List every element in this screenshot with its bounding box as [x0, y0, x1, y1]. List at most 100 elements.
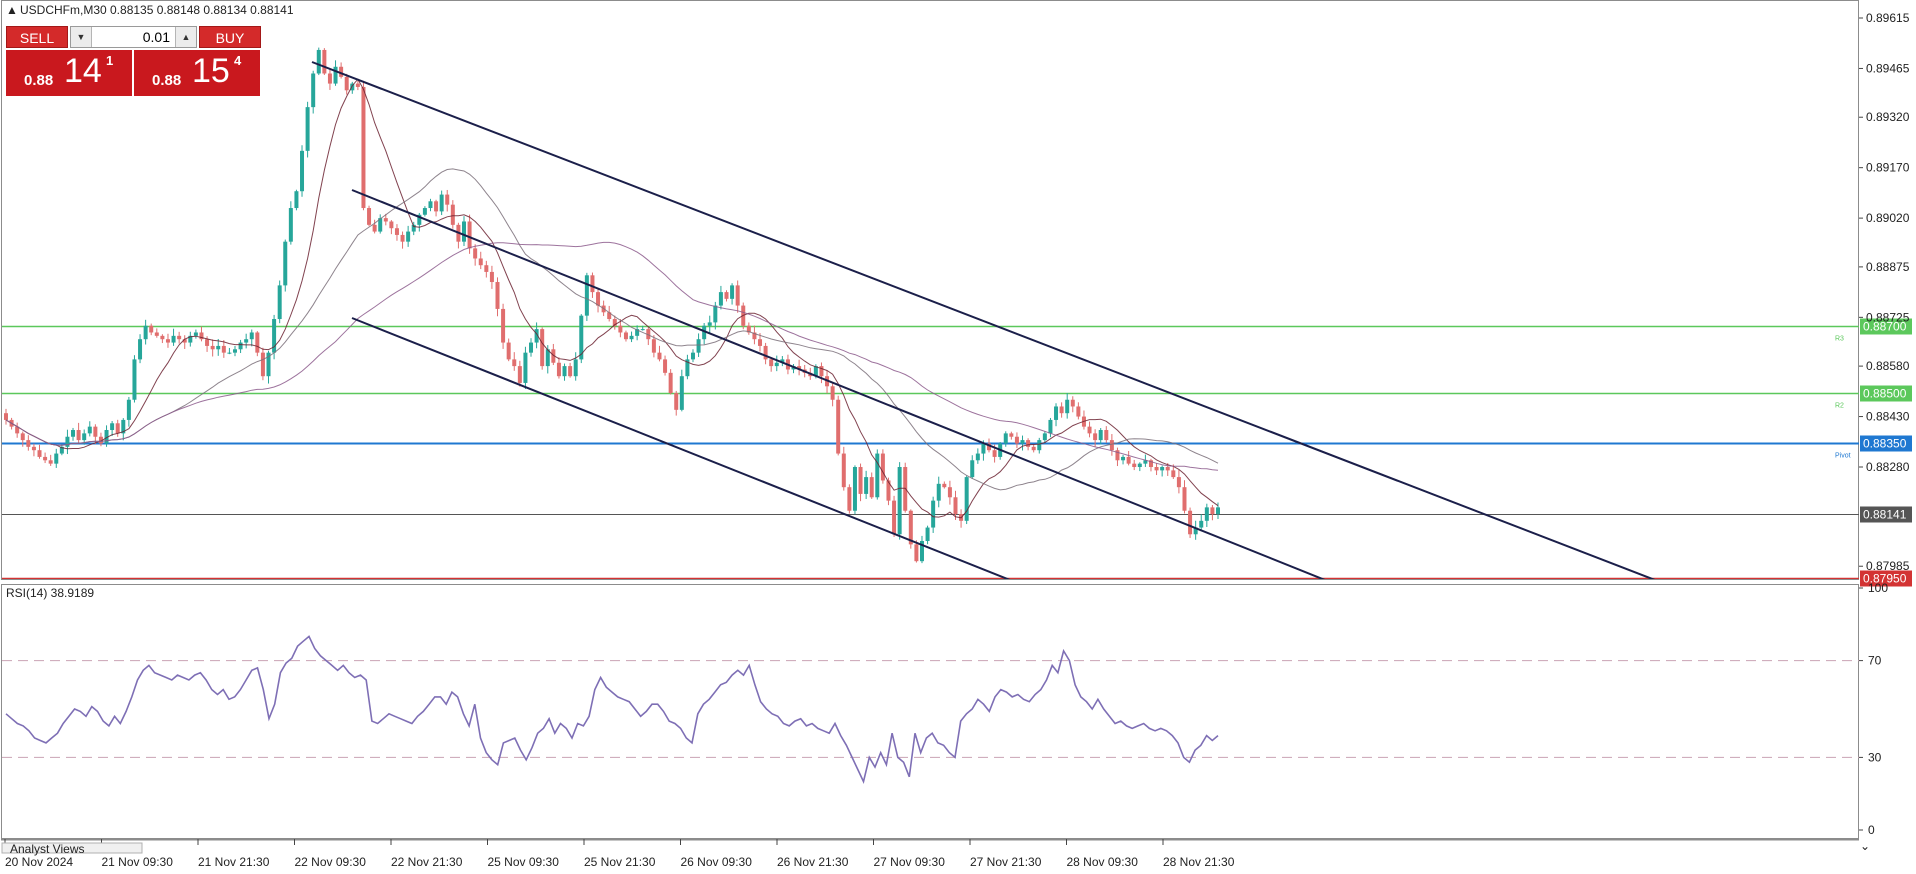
- candle-body: [445, 194, 450, 205]
- candle-body: [272, 319, 277, 353]
- volume-increase-icon[interactable]: ▲: [175, 27, 196, 47]
- sell-button[interactable]: SELL: [6, 26, 68, 48]
- candle-body: [629, 335, 634, 340]
- candle-body: [361, 86, 366, 209]
- channel-trendline[interactable]: [311, 61, 1656, 580]
- candle-body: [584, 275, 589, 316]
- candle-body: [886, 480, 891, 501]
- candle-body: [495, 282, 500, 309]
- level-price-label: 0.87950: [1863, 572, 1907, 586]
- candle-body: [836, 399, 841, 454]
- candle-body: [1143, 460, 1148, 464]
- candle-body: [473, 248, 478, 259]
- candle-body: [847, 487, 852, 511]
- price-axis: 0.88700 0.88500 0.88350 0.88141 0.87950 0.896…: [1859, 11, 1912, 587]
- candle-body: [434, 201, 439, 212]
- candle-body: [383, 218, 388, 222]
- candle-body: [596, 292, 601, 306]
- candle-body: [467, 221, 472, 249]
- buy-price-prefix: 0.88: [152, 72, 182, 89]
- candle-body: [707, 322, 712, 326]
- candle-body: [288, 208, 293, 242]
- candle-body: [925, 527, 930, 542]
- candle-body: [758, 339, 763, 346]
- candle-body: [1048, 419, 1053, 434]
- candle-body: [534, 329, 539, 343]
- candle-body: [1042, 433, 1047, 441]
- volume-input[interactable]: [93, 28, 174, 46]
- buy-button[interactable]: BUY: [199, 26, 261, 48]
- candle-body: [87, 426, 92, 434]
- candle-body: [154, 332, 159, 336]
- price-tick-label: 0.87985: [1866, 559, 1910, 573]
- candle-body: [1193, 527, 1198, 535]
- candle-body: [372, 224, 377, 232]
- candle-body: [1171, 470, 1176, 478]
- candle-body: [813, 366, 818, 377]
- price-tick-label: 0.89170: [1866, 161, 1910, 175]
- candle-body: [858, 467, 863, 494]
- price-tick-label: 0.88875: [1866, 260, 1910, 274]
- candle-body: [607, 312, 612, 320]
- candle-body: [327, 73, 332, 84]
- candle-body: [640, 329, 645, 331]
- candle-body: [389, 221, 394, 229]
- rsi-axis: 100 70 30 0: [1859, 581, 1888, 837]
- candle-body: [165, 339, 170, 343]
- collapse-triangle-icon[interactable]: ▲: [6, 3, 18, 17]
- candle-body: [417, 214, 422, 225]
- candle-body: [82, 433, 87, 441]
- candle-body: [1109, 440, 1114, 451]
- time-tick-label: 22 Nov 09:30: [295, 855, 367, 869]
- candle-body: [797, 366, 802, 370]
- buy-price-box[interactable]: 0.88 15 4: [134, 50, 260, 96]
- candle-body: [232, 349, 237, 353]
- candle-body: [478, 258, 483, 266]
- candle-body: [718, 292, 723, 306]
- candle-body: [394, 228, 399, 235]
- price-tick-label: 0.89615: [1866, 11, 1910, 25]
- candle-body: [1182, 487, 1187, 511]
- candle-body: [339, 66, 344, 77]
- candle-body: [668, 372, 673, 394]
- candle-body: [964, 477, 969, 521]
- level-price-tag: [1860, 570, 1912, 587]
- channel-trendline[interactable]: [351, 189, 1326, 580]
- candle-body: [908, 510, 913, 545]
- candle-body: [1165, 467, 1170, 471]
- candle-body: [657, 352, 662, 360]
- channel-trendline[interactable]: [351, 317, 1011, 580]
- candle-body: [562, 366, 567, 377]
- sell-price-box[interactable]: 0.88 14 1: [6, 50, 132, 96]
- rsi-pane: [1, 584, 1859, 839]
- candle-body: [551, 349, 556, 363]
- candle-body: [774, 362, 779, 367]
- price-tick-label: 0.89020: [1866, 211, 1910, 225]
- candle-body: [378, 218, 383, 232]
- candle-body: [1098, 430, 1103, 441]
- candle-body: [523, 352, 528, 383]
- candle-body: [188, 335, 193, 343]
- sell-price-main: 14: [64, 52, 102, 90]
- time-tick-label: 27 Nov 09:30: [874, 855, 946, 869]
- price-tick-label: 0.89465: [1866, 61, 1910, 75]
- level-price-label: 0.88141: [1863, 508, 1907, 522]
- candle-body: [646, 329, 651, 340]
- candle-body: [1210, 507, 1215, 515]
- candle-body: [439, 194, 444, 212]
- candle-body: [869, 477, 874, 498]
- candle-body: [556, 362, 561, 377]
- candle-body: [590, 275, 595, 293]
- candle-body: [115, 423, 120, 434]
- time-tick-label: 26 Nov 09:30: [681, 855, 753, 869]
- volume-decrease-icon[interactable]: ▼: [71, 27, 92, 47]
- candle-body: [1176, 477, 1181, 488]
- candle-body: [987, 443, 992, 451]
- candle-body: [1093, 433, 1098, 441]
- candle-body: [730, 285, 735, 299]
- analyst-views-tab[interactable]: [1, 842, 143, 854]
- time-tick-label: 26 Nov 21:30: [777, 855, 849, 869]
- volume-stepper[interactable]: ▼ ▲: [70, 26, 197, 48]
- scroll-end-icon[interactable]: ⌄: [1860, 839, 1870, 853]
